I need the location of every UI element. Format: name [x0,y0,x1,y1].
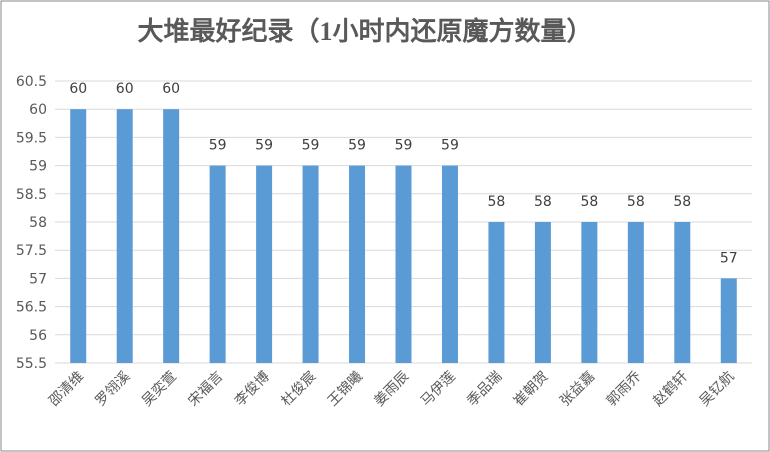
y-tick-label: 59.5 [16,130,47,146]
bar [627,222,644,363]
y-tick-label: 58.5 [16,187,47,203]
y-tick-label: 59 [29,159,47,175]
value-label: 60 [69,81,87,97]
value-label: 57 [720,250,738,266]
y-tick-label: 56 [29,328,47,344]
bar [720,278,737,363]
value-label: 59 [348,138,366,154]
value-label: 59 [441,138,459,154]
y-tick-label: 57 [29,271,47,287]
y-tick-label: 60 [29,102,47,118]
bar [674,222,691,363]
value-label: 58 [580,194,598,210]
bar [116,109,133,363]
bar [163,109,180,363]
value-label: 59 [302,138,320,154]
bar [488,222,505,363]
value-label: 58 [627,194,645,210]
bar [441,165,458,363]
y-tick-label: 56.5 [16,300,47,316]
value-label: 60 [116,81,134,97]
bar [302,165,319,363]
bar [395,165,412,363]
value-label: 58 [534,194,552,210]
value-label: 59 [395,138,413,154]
y-tick-label: 60.5 [16,74,47,90]
chart-title: 大堆最好纪录（1小时内还原魔方数量） [137,16,592,46]
bar [581,222,598,363]
bar [256,165,273,363]
value-label: 60 [162,81,180,97]
bar [209,165,226,363]
value-label: 59 [209,138,227,154]
value-label: 59 [255,138,273,154]
value-label: 58 [673,194,691,210]
bar [349,165,366,363]
y-tick-label: 55.5 [16,356,47,372]
value-label: 58 [488,194,506,210]
y-tick-label: 57.5 [16,243,47,259]
bar [534,222,551,363]
bar [70,109,87,363]
y-tick-label: 58 [29,215,47,231]
